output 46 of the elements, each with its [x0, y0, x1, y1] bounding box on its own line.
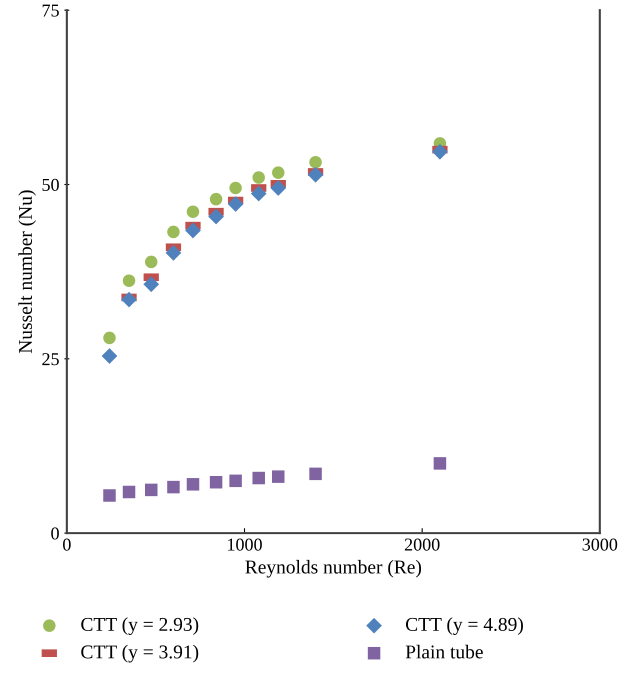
x-tick-label: 1000 — [228, 538, 262, 551]
point — [228, 196, 244, 212]
point — [308, 166, 324, 183]
point — [186, 478, 200, 491]
y-tick-label: 75 — [42, 4, 59, 17]
point — [210, 476, 222, 488]
point — [252, 472, 265, 484]
point — [309, 468, 322, 480]
point — [102, 348, 118, 364]
point — [144, 256, 158, 268]
point — [272, 470, 285, 483]
point — [166, 244, 182, 261]
point — [434, 457, 446, 470]
point — [121, 292, 137, 308]
x-tick-label: 0 — [63, 538, 71, 551]
point — [229, 474, 242, 488]
point — [432, 144, 448, 160]
point — [210, 192, 222, 206]
legend-label: CTT (y = 4.89) — [406, 617, 523, 635]
x-tick-label: 2000 — [404, 538, 440, 551]
legend-label: CTT (y = 3.91) — [81, 644, 198, 662]
point — [272, 166, 285, 179]
x-axis-title: Reynolds number (Re) — [245, 560, 422, 578]
point — [167, 480, 180, 494]
point — [252, 171, 265, 184]
point — [122, 274, 136, 287]
point — [103, 489, 116, 502]
point — [143, 276, 160, 292]
y-tick-label: 25 — [42, 353, 59, 366]
point — [270, 180, 286, 196]
y-axis-title: Nusselt number (Nu) — [18, 190, 36, 354]
point — [144, 484, 158, 496]
point — [229, 182, 242, 194]
point — [103, 332, 116, 344]
point — [309, 156, 322, 168]
legend-label: CTT (y = 2.93) — [81, 617, 198, 635]
y-tick-label: 50 — [42, 178, 59, 191]
x-tick-label: 3000 — [582, 538, 618, 551]
point — [185, 222, 201, 238]
point — [186, 205, 200, 218]
point — [208, 208, 224, 224]
legend-label: Plain tube — [406, 644, 483, 658]
y-tick-label: 0 — [51, 527, 59, 540]
point — [122, 486, 136, 498]
point — [167, 226, 180, 238]
point — [250, 186, 267, 202]
